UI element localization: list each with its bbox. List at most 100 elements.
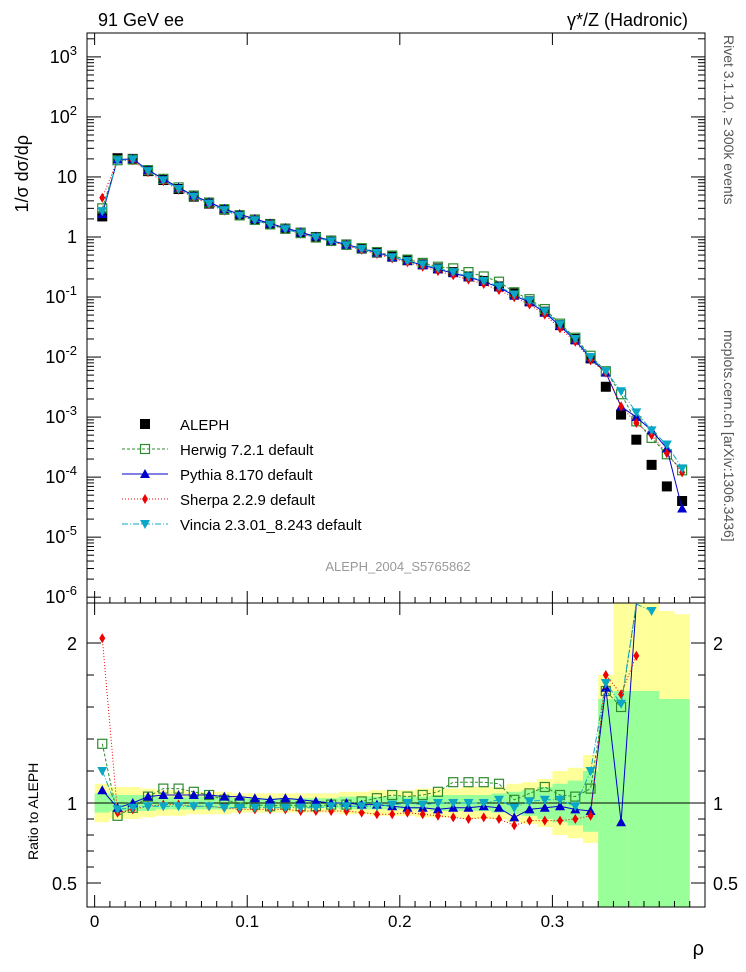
ratio-y-tick-label-right: 2 — [713, 634, 723, 654]
ratio-point — [417, 800, 428, 810]
ratio-point — [112, 805, 123, 815]
data-point — [127, 155, 138, 165]
data-point — [341, 241, 352, 251]
y-axis-label-ratio: Ratio to ALEPH — [25, 763, 41, 860]
data-point — [204, 199, 215, 209]
ratio-point — [219, 791, 230, 801]
ratio-point — [387, 789, 398, 801]
band-green — [613, 691, 629, 907]
ratio-point — [509, 812, 520, 822]
ratio-point — [97, 785, 108, 795]
data-point — [570, 334, 581, 344]
data-point — [448, 268, 459, 278]
ratio-point — [143, 802, 154, 812]
data-point — [326, 237, 337, 247]
ratio-point — [341, 802, 352, 812]
x-axis-label: ρ — [693, 938, 704, 960]
ratio-point — [555, 795, 566, 805]
axis-ticks: 0 0.1 0.2 0.3 10-6 10-5 10-4 10-3 10-2 10-1 1 10 102… — [45, 33, 738, 931]
legend-marker — [140, 469, 150, 478]
ratio-point — [295, 794, 306, 804]
data-point — [663, 448, 670, 459]
ratio-point — [173, 790, 184, 799]
ratio-point — [99, 633, 106, 644]
legend-entry: Herwig 7.2.1 default — [122, 442, 314, 459]
ratio-point — [585, 806, 596, 815]
y-axis-label-main: 1/σ dσ/dρ — [12, 135, 32, 213]
ratio-point — [480, 812, 487, 823]
data-point — [143, 167, 154, 177]
ratio-point — [633, 650, 640, 661]
ratio-point — [600, 679, 611, 688]
y-tick-label: 102 — [50, 103, 77, 127]
ratio-point — [539, 781, 550, 793]
ratio-point — [387, 800, 398, 810]
ratio-point — [265, 803, 276, 813]
data-point — [295, 229, 306, 239]
ratio-point — [389, 809, 396, 820]
ratio-point — [448, 777, 459, 788]
ratio-point — [249, 803, 260, 813]
legend-label: Sherpa 2.2.9 default — [180, 492, 316, 509]
ratio-point — [450, 812, 457, 823]
data-point — [661, 481, 672, 492]
data-point — [661, 440, 672, 450]
ratio-point — [539, 795, 550, 805]
ratio-line — [101, 603, 637, 817]
ratio-series-4 — [97, 603, 657, 815]
data-point — [356, 245, 367, 255]
ratio-point — [188, 802, 199, 812]
ratio-point — [204, 802, 215, 812]
ratio-point — [585, 783, 596, 794]
ratio-point — [280, 803, 291, 813]
ratio-point — [402, 799, 413, 808]
data-point — [112, 156, 123, 166]
data-point — [539, 307, 550, 317]
mcplots-credit: mcplots.cern.ch [arXiv:1306.3436] — [721, 330, 737, 542]
ratio-point — [417, 789, 428, 801]
series-line — [101, 158, 683, 469]
ratio-point — [555, 801, 566, 811]
y-tick-label: 10-4 — [45, 463, 77, 487]
ratio-y-tick-label: 2 — [67, 634, 77, 654]
rivet-credit: Rivet 3.1.10, ≥ 300k events — [721, 35, 737, 205]
data-point — [234, 211, 245, 221]
data-point — [188, 192, 199, 202]
ratio-point — [127, 803, 138, 813]
ratio-point — [646, 607, 657, 616]
legend-marker — [139, 443, 151, 455]
y-tick-label: 10 — [57, 167, 77, 187]
ratio-point — [265, 794, 276, 804]
data-point — [585, 353, 596, 363]
ratio-point — [310, 803, 321, 813]
data-point — [99, 192, 106, 203]
ratio-point — [280, 793, 291, 803]
x-tick-label: 0 — [90, 912, 99, 931]
ratio-point — [509, 803, 520, 813]
band-green — [582, 771, 599, 832]
legend: ALEPH Herwig 7.2.1 default Pythia 8.170 de… — [122, 417, 362, 534]
legend-entry: Vincia 2.3.01_8.243 default — [122, 517, 362, 534]
x-tick-label: 0.1 — [235, 912, 259, 931]
ratio-point — [373, 809, 380, 820]
data-point — [463, 272, 474, 282]
ratio-point — [234, 803, 245, 813]
data-point — [677, 464, 688, 474]
ratio-point — [572, 814, 579, 824]
data-point — [387, 253, 398, 263]
series-line — [101, 159, 683, 473]
ratio-series — [97, 603, 657, 831]
ratio-point — [602, 670, 609, 680]
ratio-point — [511, 820, 518, 831]
data-point — [280, 225, 291, 235]
ratio-y-tick-label-right: 1 — [713, 794, 723, 814]
ratio-point — [541, 815, 548, 826]
data-point — [417, 260, 428, 270]
data-point — [402, 256, 413, 266]
data-point — [616, 409, 627, 420]
data-point — [631, 434, 642, 445]
data-point — [646, 426, 657, 436]
data-point — [219, 206, 230, 216]
legend-entry: Sherpa 2.2.9 default — [122, 492, 316, 509]
series-4 — [97, 155, 688, 474]
